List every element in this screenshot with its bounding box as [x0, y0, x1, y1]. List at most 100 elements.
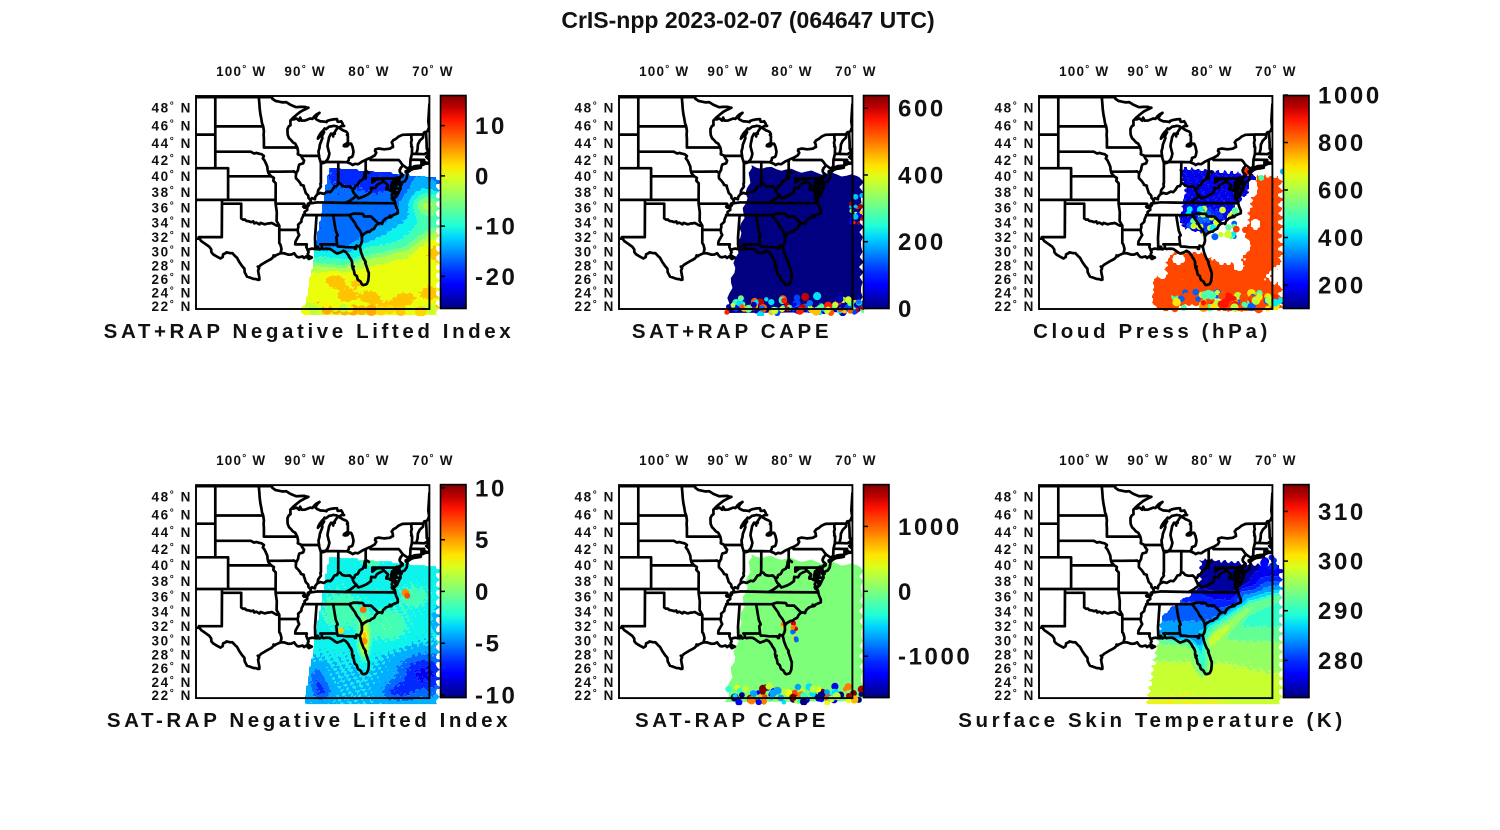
svg-text:40° N: 40° N [574, 169, 615, 184]
svg-text:44° N: 44° N [151, 525, 192, 540]
svg-text:-10: -10 [475, 682, 518, 709]
svg-text:44° N: 44° N [574, 525, 615, 540]
svg-text:70° W: 70° W [1255, 64, 1297, 79]
svg-text:100° W: 100° W [1059, 64, 1109, 79]
svg-text:90° W: 90° W [1127, 453, 1169, 468]
svg-text:5: 5 [475, 527, 491, 554]
svg-text:34° N: 34° N [151, 215, 192, 230]
svg-text:600: 600 [898, 96, 946, 123]
svg-text:28° N: 28° N [574, 258, 615, 273]
svg-text:24° N: 24° N [574, 286, 615, 301]
svg-text:26° N: 26° N [151, 661, 192, 676]
svg-text:46° N: 46° N [574, 508, 615, 523]
svg-text:30° N: 30° N [994, 633, 1035, 648]
svg-text:36° N: 36° N [994, 200, 1035, 215]
svg-text:46° N: 46° N [151, 119, 192, 134]
svg-text:44° N: 44° N [994, 136, 1035, 151]
svg-text:CrIS-npp 2023-02-07 (064647 UT: CrIS-npp 2023-02-07 (064647 UTC) [561, 7, 934, 33]
svg-text:24° N: 24° N [994, 286, 1035, 301]
svg-text:46° N: 46° N [994, 508, 1035, 523]
svg-text:28° N: 28° N [994, 647, 1035, 662]
svg-text:38° N: 38° N [574, 574, 615, 589]
svg-text:42° N: 42° N [151, 153, 192, 168]
svg-text:28° N: 28° N [151, 647, 192, 662]
svg-text:280: 280 [1318, 648, 1366, 675]
svg-text:36° N: 36° N [574, 200, 615, 215]
svg-text:10: 10 [475, 113, 507, 140]
svg-text:22° N: 22° N [574, 688, 615, 703]
svg-text:200: 200 [898, 229, 946, 256]
svg-text:26° N: 26° N [574, 661, 615, 676]
svg-text:80° W: 80° W [1191, 453, 1233, 468]
svg-text:1000: 1000 [1318, 83, 1382, 110]
svg-text:400: 400 [1318, 225, 1366, 252]
svg-text:22° N: 22° N [151, 688, 192, 703]
svg-text:100° W: 100° W [1059, 453, 1109, 468]
svg-text:36° N: 36° N [151, 200, 192, 215]
svg-text:100° W: 100° W [639, 64, 689, 79]
svg-text:34° N: 34° N [994, 215, 1035, 230]
svg-text:32° N: 32° N [151, 230, 192, 245]
svg-text:40° N: 40° N [994, 169, 1035, 184]
svg-text:400: 400 [898, 163, 946, 190]
svg-text:200: 200 [1318, 273, 1366, 300]
svg-text:-1000: -1000 [898, 644, 972, 671]
svg-text:SAT-RAP Negative Lifted Index: SAT-RAP Negative Lifted Index [107, 709, 511, 732]
svg-text:24° N: 24° N [151, 286, 192, 301]
svg-text:46° N: 46° N [574, 119, 615, 134]
svg-text:24° N: 24° N [574, 675, 615, 690]
svg-text:36° N: 36° N [994, 589, 1035, 604]
svg-text:22° N: 22° N [151, 299, 192, 314]
svg-text:42° N: 42° N [574, 542, 615, 557]
svg-text:0: 0 [475, 163, 491, 190]
svg-text:310: 310 [1318, 499, 1366, 526]
svg-text:46° N: 46° N [994, 119, 1035, 134]
svg-text:24° N: 24° N [151, 675, 192, 690]
svg-text:10: 10 [475, 475, 507, 502]
svg-text:1000: 1000 [898, 514, 962, 541]
svg-text:30° N: 30° N [151, 633, 192, 648]
svg-text:38° N: 38° N [994, 185, 1035, 200]
svg-text:90° W: 90° W [707, 64, 749, 79]
svg-text:0: 0 [475, 579, 491, 606]
svg-text:-5: -5 [475, 631, 502, 658]
svg-text:SAT-RAP CAPE: SAT-RAP CAPE [635, 709, 829, 732]
svg-text:34° N: 34° N [574, 215, 615, 230]
svg-text:48° N: 48° N [574, 101, 615, 116]
svg-text:SAT+RAP Negative Lifted Index: SAT+RAP Negative Lifted Index [104, 320, 515, 343]
svg-text:80° W: 80° W [1191, 64, 1233, 79]
svg-text:800: 800 [1318, 130, 1366, 157]
svg-text:48° N: 48° N [994, 101, 1035, 116]
svg-text:36° N: 36° N [574, 589, 615, 604]
svg-text:48° N: 48° N [151, 490, 192, 505]
svg-text:300: 300 [1318, 549, 1366, 576]
svg-text:28° N: 28° N [151, 258, 192, 273]
svg-text:100° W: 100° W [216, 453, 266, 468]
svg-text:28° N: 28° N [574, 647, 615, 662]
svg-text:44° N: 44° N [151, 136, 192, 151]
svg-text:90° W: 90° W [1127, 64, 1169, 79]
svg-text:80° W: 80° W [348, 453, 390, 468]
svg-text:0: 0 [898, 296, 914, 323]
svg-text:100° W: 100° W [216, 64, 266, 79]
svg-text:38° N: 38° N [151, 185, 192, 200]
svg-text:48° N: 48° N [994, 490, 1035, 505]
svg-text:32° N: 32° N [994, 230, 1035, 245]
svg-text:44° N: 44° N [994, 525, 1035, 540]
svg-text:70° W: 70° W [835, 453, 877, 468]
svg-text:70° W: 70° W [1255, 453, 1297, 468]
svg-text:30° N: 30° N [574, 244, 615, 259]
svg-text:Cloud Press (hPa): Cloud Press (hPa) [1033, 320, 1271, 343]
svg-text:34° N: 34° N [151, 604, 192, 619]
svg-text:32° N: 32° N [574, 230, 615, 245]
svg-text:Surface Skin Temperature (K): Surface Skin Temperature (K) [958, 709, 1346, 732]
svg-text:48° N: 48° N [151, 101, 192, 116]
svg-text:42° N: 42° N [574, 153, 615, 168]
svg-text:-10: -10 [475, 214, 518, 241]
svg-text:38° N: 38° N [574, 185, 615, 200]
svg-text:100° W: 100° W [639, 453, 689, 468]
svg-text:80° W: 80° W [771, 453, 813, 468]
svg-text:80° W: 80° W [348, 64, 390, 79]
svg-text:290: 290 [1318, 598, 1366, 625]
svg-text:24° N: 24° N [994, 675, 1035, 690]
